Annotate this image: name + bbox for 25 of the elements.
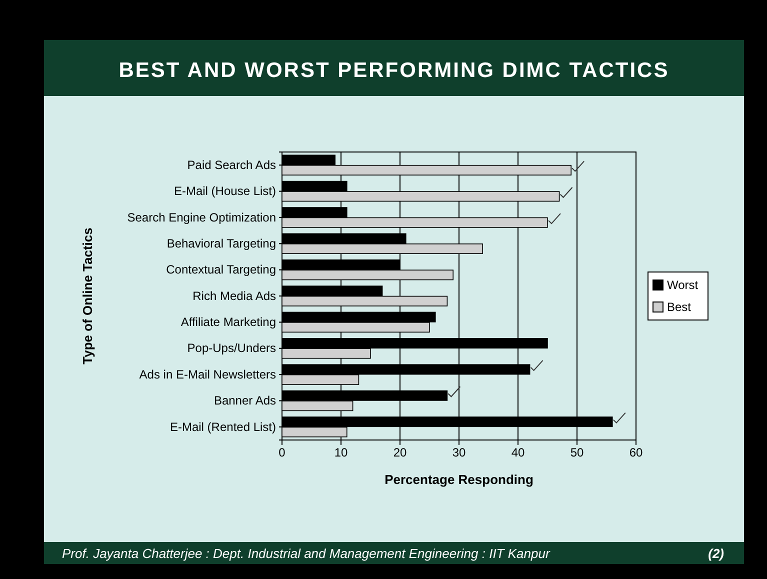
x-tick-label: 10 (334, 446, 348, 460)
x-tick-label: 40 (511, 446, 525, 460)
x-tick-label: 60 (629, 446, 643, 460)
y-tick-label: Search Engine Optimization (127, 210, 276, 224)
x-tick-label: 0 (278, 446, 286, 460)
text: (2) (708, 546, 724, 561)
y-tick-label: Affiliate Marketing (180, 315, 276, 330)
text: Prof. Jayanta Chatterjee : Dept. Industrial and Management Engineering : IIT Kanpur (62, 546, 550, 561)
legend-label: Best (667, 300, 692, 314)
x-tick-label: 20 (393, 446, 407, 460)
legend-label: Worst (667, 278, 699, 292)
y-tick-label: Banner Ads (214, 394, 276, 408)
y-tick-label: Behavioral Targeting (166, 236, 276, 250)
x-axis-title: Percentage Responding (384, 472, 534, 487)
y-tick-label: Paid Search Ads (187, 158, 276, 172)
y-tick-label: Pop-Ups/Unders (187, 341, 276, 356)
y-tick-label: E-Mail (Rented List) (170, 420, 276, 434)
x-tick-label: 30 (452, 446, 466, 460)
y-axis-title: Type of Online Tactics (80, 228, 95, 364)
y-tick-label: Contextual Targeting (166, 262, 276, 277)
chart-title: BEST AND WORST PERFORMING DIMC TACTICS (118, 59, 670, 82)
y-tick-label: Ads in E-Mail Newsletters (139, 367, 276, 382)
y-tick-label: Rich Media Ads (192, 288, 276, 303)
y-tick-label: E-Mail (House List) (174, 184, 276, 198)
x-tick-label: 50 (570, 446, 584, 460)
